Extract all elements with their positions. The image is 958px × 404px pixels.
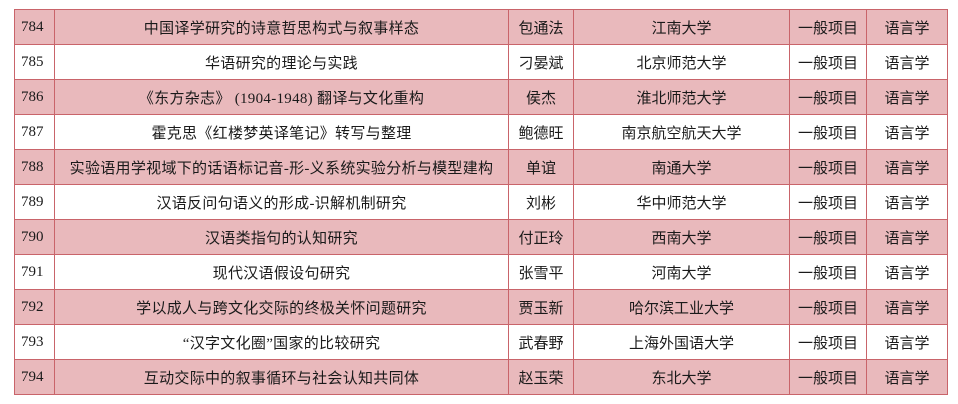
- table-row: 786 《东方杂志》 (1904-1948) 翻译与文化重构 侯杰 淮北师范大学 一般项…: [14, 79, 948, 115]
- institution-cell: 江南大学: [573, 9, 790, 45]
- project-type-cell: 一般项目: [789, 324, 867, 360]
- project-number-cell: 786: [14, 79, 55, 115]
- project-title-cell: 互动交际中的叙事循环与社会认知共同体: [54, 359, 509, 395]
- project-leader-cell: 包通法: [508, 9, 574, 45]
- table-row: 794 互动交际中的叙事循环与社会认知共同体 赵玉荣 东北大学 一般项目 语言学: [14, 359, 948, 395]
- project-type-cell: 一般项目: [789, 79, 867, 115]
- discipline-cell: 语言学: [866, 289, 948, 325]
- project-leader-cell: 侯杰: [508, 79, 574, 115]
- project-type-cell: 一般项目: [789, 44, 867, 80]
- project-number-cell: 787: [14, 114, 55, 150]
- project-title-cell: 实验语用学视域下的话语标记音-形-义系统实验分析与模型建构: [54, 149, 509, 185]
- project-number-cell: 788: [14, 149, 55, 185]
- project-type-cell: 一般项目: [789, 149, 867, 185]
- table-row: 790 汉语类指句的认知研究 付正玲 西南大学 一般项目 语言学: [14, 219, 948, 255]
- project-leader-cell: 张雪平: [508, 254, 574, 290]
- project-number-cell: 791: [14, 254, 55, 290]
- project-title-cell: 华语研究的理论与实践: [54, 44, 509, 80]
- discipline-cell: 语言学: [866, 359, 948, 395]
- project-title-cell: 《东方杂志》 (1904-1948) 翻译与文化重构: [54, 79, 509, 115]
- table-row: 792 学以成人与跨文化交际的终极关怀问题研究 贾玉新 哈尔滨工业大学 一般项目 语言学: [14, 289, 948, 325]
- discipline-cell: 语言学: [866, 149, 948, 185]
- project-list-table: 784 中国译学研究的诗意哲思构式与叙事样态 包通法 江南大学 一般项目 语言学 785 华语…: [14, 9, 948, 395]
- project-leader-cell: 贾玉新: [508, 289, 574, 325]
- table-body: 784 中国译学研究的诗意哲思构式与叙事样态 包通法 江南大学 一般项目 语言学 785 华语…: [14, 9, 948, 395]
- project-number-cell: 793: [14, 324, 55, 360]
- project-type-cell: 一般项目: [789, 219, 867, 255]
- discipline-cell: 语言学: [866, 219, 948, 255]
- project-number-cell: 790: [14, 219, 55, 255]
- project-leader-cell: 单谊: [508, 149, 574, 185]
- institution-cell: 东北大学: [573, 359, 790, 395]
- table-row: 793 “汉字文化圈”国家的比较研究 武春野 上海外国语大学 一般项目 语言学: [14, 324, 948, 360]
- discipline-cell: 语言学: [866, 324, 948, 360]
- discipline-cell: 语言学: [866, 114, 948, 150]
- table-row: 789 汉语反问句语义的形成-识解机制研究 刘彬 华中师范大学 一般项目 语言学: [14, 184, 948, 220]
- project-title-cell: 汉语反问句语义的形成-识解机制研究: [54, 184, 509, 220]
- project-title-cell: “汉字文化圈”国家的比较研究: [54, 324, 509, 360]
- table-row: 785 华语研究的理论与实践 刁晏斌 北京师范大学 一般项目 语言学: [14, 44, 948, 80]
- institution-cell: 西南大学: [573, 219, 790, 255]
- project-title-cell: 霍克思《红楼梦英译笔记》转写与整理: [54, 114, 509, 150]
- institution-cell: 淮北师范大学: [573, 79, 790, 115]
- project-title-cell: 中国译学研究的诗意哲思构式与叙事样态: [54, 9, 509, 45]
- table-row: 787 霍克思《红楼梦英译笔记》转写与整理 鲍德旺 南京航空航天大学 一般项目 语言学: [14, 114, 948, 150]
- project-leader-cell: 刁晏斌: [508, 44, 574, 80]
- project-title-cell: 学以成人与跨文化交际的终极关怀问题研究: [54, 289, 509, 325]
- project-number-cell: 789: [14, 184, 55, 220]
- project-type-cell: 一般项目: [789, 254, 867, 290]
- institution-cell: 南通大学: [573, 149, 790, 185]
- table-row: 784 中国译学研究的诗意哲思构式与叙事样态 包通法 江南大学 一般项目 语言学: [14, 9, 948, 45]
- project-type-cell: 一般项目: [789, 114, 867, 150]
- table-row: 788 实验语用学视域下的话语标记音-形-义系统实验分析与模型建构 单谊 南通大学 一般…: [14, 149, 948, 185]
- project-type-cell: 一般项目: [789, 184, 867, 220]
- project-leader-cell: 付正玲: [508, 219, 574, 255]
- project-leader-cell: 鲍德旺: [508, 114, 574, 150]
- table-row: 791 现代汉语假设句研究 张雪平 河南大学 一般项目 语言学: [14, 254, 948, 290]
- discipline-cell: 语言学: [866, 254, 948, 290]
- institution-cell: 哈尔滨工业大学: [573, 289, 790, 325]
- project-number-cell: 784: [14, 9, 55, 45]
- discipline-cell: 语言学: [866, 79, 948, 115]
- project-type-cell: 一般项目: [789, 359, 867, 395]
- project-leader-cell: 刘彬: [508, 184, 574, 220]
- project-title-cell: 汉语类指句的认知研究: [54, 219, 509, 255]
- discipline-cell: 语言学: [866, 184, 948, 220]
- institution-cell: 北京师范大学: [573, 44, 790, 80]
- institution-cell: 河南大学: [573, 254, 790, 290]
- project-type-cell: 一般项目: [789, 9, 867, 45]
- institution-cell: 华中师范大学: [573, 184, 790, 220]
- discipline-cell: 语言学: [866, 9, 948, 45]
- project-leader-cell: 武春野: [508, 324, 574, 360]
- project-number-cell: 785: [14, 44, 55, 80]
- project-number-cell: 794: [14, 359, 55, 395]
- institution-cell: 南京航空航天大学: [573, 114, 790, 150]
- discipline-cell: 语言学: [866, 44, 948, 80]
- project-leader-cell: 赵玉荣: [508, 359, 574, 395]
- project-number-cell: 792: [14, 289, 55, 325]
- project-type-cell: 一般项目: [789, 289, 867, 325]
- institution-cell: 上海外国语大学: [573, 324, 790, 360]
- project-title-cell: 现代汉语假设句研究: [54, 254, 509, 290]
